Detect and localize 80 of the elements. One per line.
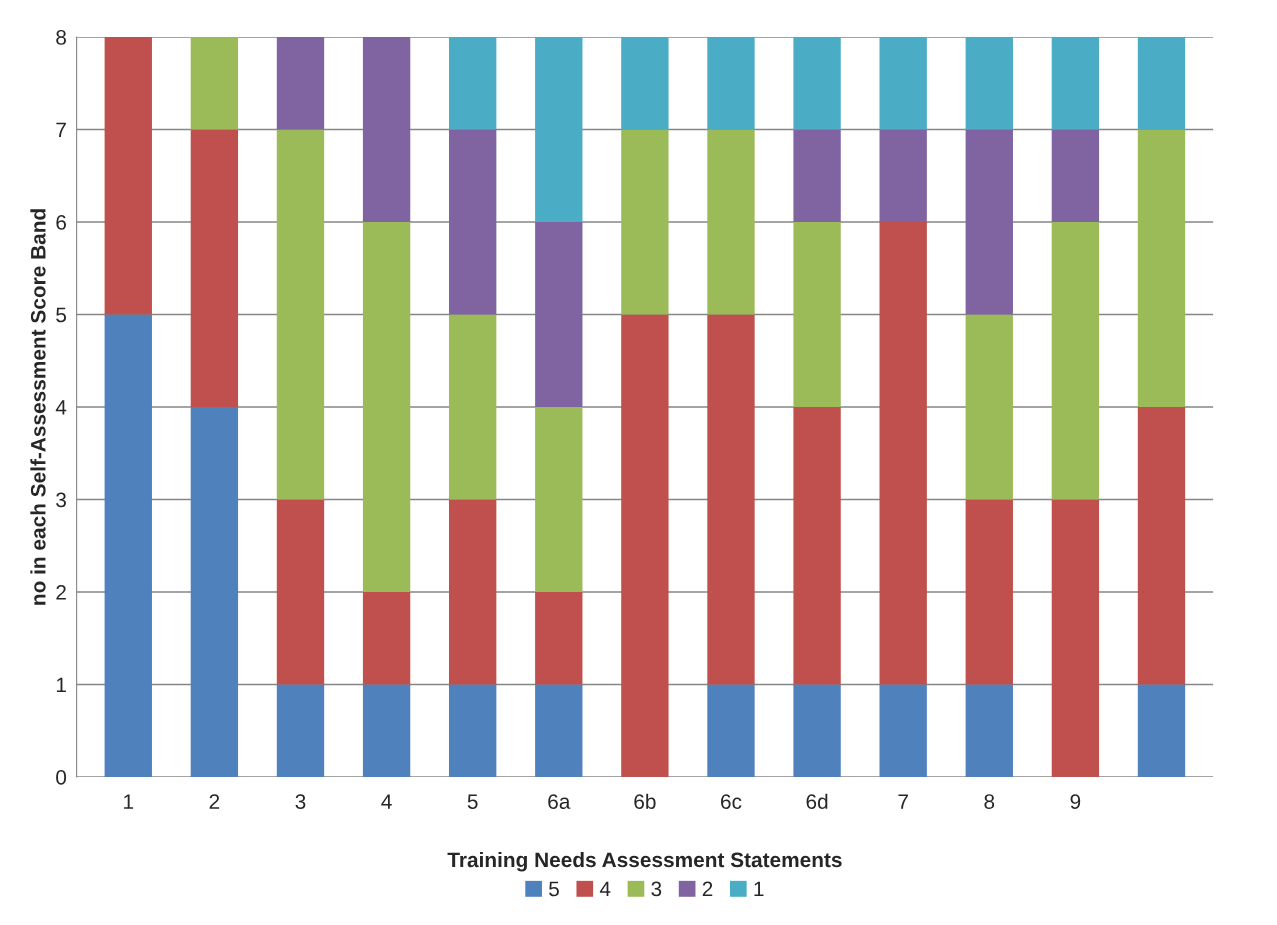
legend-label: 1 — [754, 881, 764, 897]
x-tick-label: 4 — [381, 794, 392, 809]
bar — [707, 129, 755, 315]
bar — [1051, 499, 1100, 777]
bar — [793, 37, 841, 130]
bar — [621, 314, 669, 777]
bar — [879, 37, 927, 130]
x-tick-label: 6a — [548, 794, 571, 809]
bar — [104, 37, 152, 315]
bar — [190, 407, 239, 777]
legend-label: 3 — [651, 881, 662, 897]
bar — [449, 499, 497, 685]
x-tick-label: 7 — [898, 794, 908, 809]
bar — [190, 37, 239, 130]
bar — [535, 407, 583, 592]
bar — [449, 314, 497, 500]
x-tick-label: 6c — [721, 794, 742, 809]
bar — [621, 37, 669, 130]
bar — [104, 314, 152, 777]
bar — [1137, 129, 1186, 407]
bar — [276, 684, 325, 777]
bar — [1137, 37, 1186, 130]
y-tick-label: 1 — [56, 677, 66, 693]
bar — [1137, 407, 1186, 685]
y-tick-label: 7 — [56, 122, 66, 138]
bar — [362, 222, 411, 592]
x-tick-label: 6d — [806, 793, 828, 809]
bar — [879, 129, 927, 222]
bar — [535, 37, 583, 222]
bar — [1051, 129, 1100, 222]
bar — [793, 129, 841, 222]
x-tick-label: 3 — [295, 794, 306, 809]
bar — [965, 129, 1013, 315]
bar — [362, 684, 411, 777]
bar — [793, 684, 841, 777]
y-tick-label: 6 — [56, 215, 66, 230]
bar — [965, 37, 1013, 130]
bar — [449, 129, 497, 315]
bar — [535, 684, 583, 777]
y-tick-label: 0 — [56, 770, 67, 785]
bar — [707, 37, 755, 130]
bar — [190, 129, 239, 407]
y-axis-title: no in each Self-Assessment Score Band — [30, 209, 46, 605]
x-axis-title: Training Needs Assessment Statements — [447, 851, 842, 872]
bar — [362, 592, 411, 685]
y-tick-label: 3 — [56, 492, 66, 508]
bar — [965, 684, 1013, 777]
x-tick-label: 8 — [984, 794, 995, 809]
x-tick-label: 6b — [634, 793, 656, 809]
bar — [965, 499, 1013, 685]
bar — [276, 129, 325, 500]
bar — [793, 407, 841, 685]
y-tick-label: 5 — [56, 307, 67, 323]
bar — [449, 37, 497, 130]
y-tick-label: 8 — [56, 30, 66, 45]
bar — [879, 222, 927, 685]
bar — [535, 592, 583, 685]
bar — [707, 684, 755, 777]
bar — [449, 684, 497, 777]
legend-label: 2 — [702, 881, 713, 897]
legend-label: 5 — [549, 881, 559, 897]
bar — [276, 499, 325, 685]
bar — [621, 129, 669, 315]
x-tick-label: 5 — [467, 794, 478, 809]
bar — [879, 684, 927, 777]
bar — [965, 314, 1013, 500]
legend-label: 4 — [599, 881, 611, 897]
bar — [793, 222, 841, 407]
bar — [535, 222, 583, 407]
bar — [1051, 222, 1100, 500]
bar — [707, 314, 755, 685]
y-tick-label: 2 — [56, 585, 66, 600]
x-tick-label: 2 — [209, 794, 220, 809]
x-tick-label: 9 — [1070, 794, 1081, 809]
y-tick-label: 4 — [55, 400, 67, 415]
bar — [1137, 684, 1186, 777]
x-tick-label: 1 — [124, 794, 134, 809]
bar — [276, 37, 325, 130]
bar — [362, 37, 411, 222]
bar — [1051, 37, 1100, 130]
